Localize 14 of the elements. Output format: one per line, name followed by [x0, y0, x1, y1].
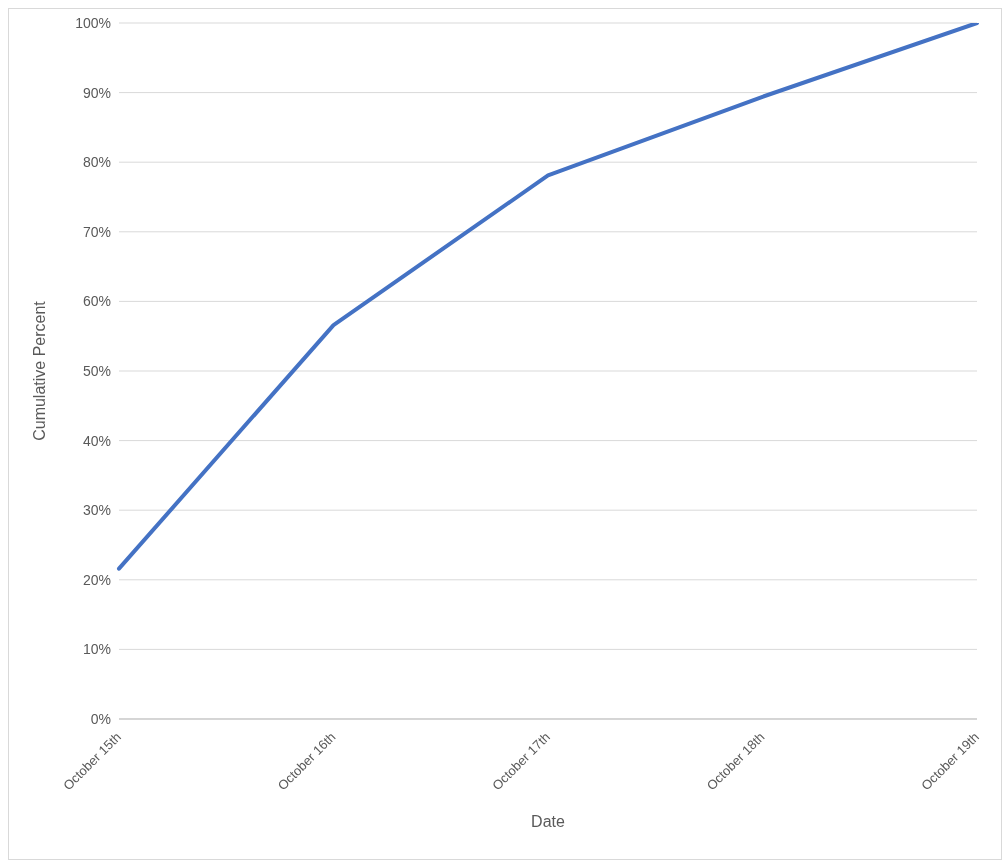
y-tick-label: 50%	[82, 362, 111, 379]
y-tick-label: 40%	[82, 432, 111, 449]
y-tick-label: 20%	[82, 571, 111, 588]
y-tick-label: 0%	[90, 710, 111, 727]
y-tick-label: 60%	[82, 293, 111, 310]
y-axis-title: Cumulative Percent	[30, 300, 48, 441]
line-series	[117, 23, 979, 571]
y-tick-label: 80%	[82, 154, 111, 171]
y-tick-label: 90%	[82, 84, 111, 101]
y-tick-label: 70%	[82, 223, 111, 240]
y-tick-label: 100%	[75, 14, 111, 31]
y-tick-label: 30%	[82, 502, 111, 519]
x-axis-title: Date	[531, 813, 565, 830]
y-tick-label: 10%	[82, 641, 111, 658]
